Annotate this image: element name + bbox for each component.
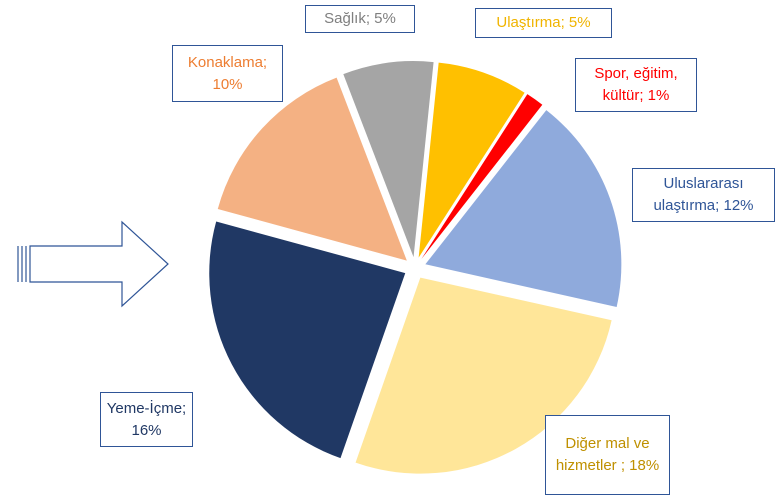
data-label: Sağlık; 5% [305, 5, 415, 33]
pie-slice [343, 61, 434, 258]
pie-slice [425, 110, 622, 307]
data-label: Yeme-İçme; 16% [100, 392, 193, 447]
pie-slice [418, 62, 525, 258]
data-label: Diğer mal ve hizmetler ; 18% [545, 415, 670, 495]
pie-slice [421, 94, 543, 260]
data-label: Spor, eğitim, kültür; 1% [575, 58, 697, 112]
data-label: Ulaştırma; 5% [475, 8, 612, 38]
arrow [17, 220, 169, 308]
data-label: Konaklama; 10% [172, 45, 283, 102]
pie-slice [209, 221, 406, 459]
arrow-body [29, 220, 169, 308]
data-label: Uluslararası ulaştırma; 12% [632, 168, 775, 222]
pie-slice [217, 77, 407, 261]
